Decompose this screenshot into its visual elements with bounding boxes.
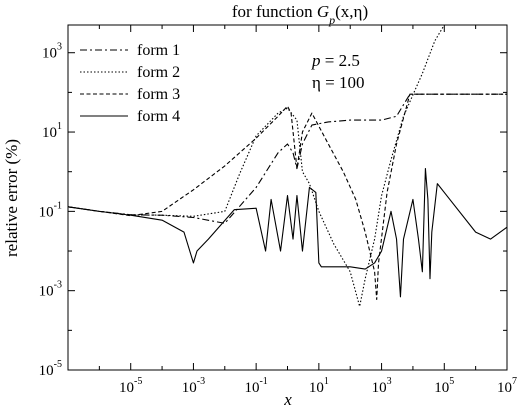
y-tick-label: 103 (42, 42, 62, 62)
legend: form 1 form 2 form 3 form 4 (80, 42, 180, 125)
x-tick-label: 101 (309, 376, 329, 396)
annotation-p: p = 2.5 (311, 51, 360, 70)
series-line-1 (68, 93, 507, 224)
x-tick-label: 105 (434, 376, 454, 396)
series-line-3 (68, 93, 507, 301)
x-tick-label: 107 (497, 376, 517, 396)
chart-title: for function Gp(x,η) (232, 2, 368, 27)
series-line-4 (68, 168, 507, 298)
y-axis-label: relative error (%) (2, 139, 21, 257)
annotation-eta: η = 100 (312, 73, 364, 92)
legend-label-1: form 1 (137, 42, 180, 59)
y-tick-label: 10-5 (39, 359, 62, 379)
legend-label-2: form 2 (137, 64, 180, 81)
x-tick-label: 10-3 (182, 376, 205, 396)
axis-ticks (67, 25, 508, 371)
legend-label-3: form 3 (137, 86, 180, 103)
plot-area (68, 25, 507, 308)
series-line-2 (68, 25, 445, 308)
x-tick-labels: 10-5 10-3 10-1 101 103 105 107 (119, 376, 517, 396)
legend-label-4: form 4 (137, 108, 180, 125)
x-tick-label: 10-1 (244, 376, 267, 396)
y-tick-label: 10-1 (39, 200, 62, 220)
y-tick-label: 10-3 (39, 280, 62, 300)
x-axis-label: x (283, 390, 292, 409)
y-tick-label: 101 (42, 121, 62, 141)
parameter-annotation: p = 2.5 η = 100 (311, 51, 364, 92)
x-tick-label: 10-5 (119, 376, 142, 396)
x-tick-label: 103 (372, 376, 392, 396)
y-tick-labels: 10-5 10-3 10-1 101 103 (39, 42, 62, 379)
